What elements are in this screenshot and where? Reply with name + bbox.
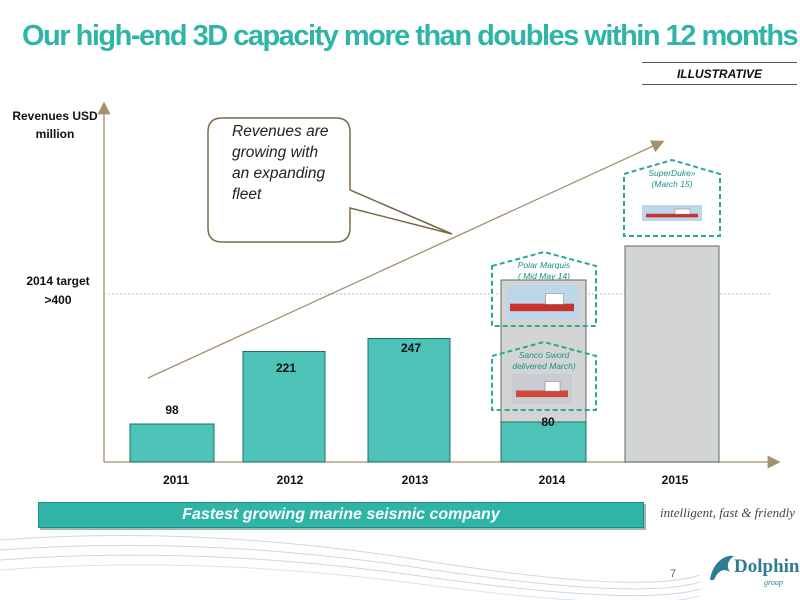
value-label-2012: 221: [276, 361, 296, 375]
x-tick-2012: 2012: [277, 473, 304, 487]
vessel-bridge: [544, 381, 561, 392]
value-label-2011: 98: [165, 403, 179, 417]
target-label: 2014 target >400: [18, 272, 98, 310]
bar-2014: [500, 421, 587, 463]
x-tick-2014: 2014: [539, 473, 566, 487]
vessel-photo-bg: [506, 285, 578, 319]
decorative-waves: [0, 535, 700, 600]
vessel-badge-outline: [491, 340, 597, 411]
value-label-2013: 247: [401, 341, 421, 355]
vessel-bridge: [545, 293, 564, 305]
callout-shape: [207, 117, 453, 243]
vessel-badge-outline: [623, 158, 721, 237]
illustrative-tag: ILLUSTRATIVE: [642, 62, 797, 85]
x-tick-labels: 2011 2012 2013 2014 2015: [163, 473, 689, 487]
bar-2015: [624, 245, 720, 463]
vessel-badge-outline: [491, 250, 597, 327]
y-axis-label: Revenues USD million: [10, 107, 100, 143]
vessel-name: delivered March): [512, 361, 575, 371]
vessel-bridge: [674, 208, 691, 215]
vessel-name: Polar Marquis: [518, 260, 571, 270]
x-tick-2015: 2015: [662, 473, 689, 487]
value-labels: 98 221 247 80: [165, 341, 555, 429]
vessel-hull: [510, 303, 574, 312]
callout-text: Revenues are growing with an expanding f…: [232, 123, 329, 203]
vessel-name: (March 15): [651, 179, 692, 189]
tagline-banner: Fastest growing marine seismic company: [38, 502, 644, 528]
vessel-name: Sanco Sword: [519, 350, 570, 360]
page-number: 7: [670, 568, 677, 580]
dolphin-icon: [710, 555, 734, 580]
x-tick-2013: 2013: [402, 473, 429, 487]
logo-sub: group: [764, 578, 783, 587]
slide-title: Our high-end 3D capacity more than doubl…: [22, 20, 799, 52]
dolphin-logo: Dolphin group: [704, 548, 799, 593]
logo-text: Dolphin: [734, 556, 800, 577]
trend-arrow: [147, 140, 665, 379]
vessel-photo-bg: [642, 205, 702, 221]
vessel-badges: SuperDuke»(March 15) Polar Marquis( Mid M…: [491, 158, 721, 411]
vessel-hull: [516, 390, 568, 398]
x-tick-2011: 2011: [163, 473, 189, 487]
y-axis-label-text: Revenues USD million: [12, 109, 98, 141]
vessel-hull: [646, 213, 698, 218]
target-label-text: 2014 target >400: [26, 274, 90, 307]
vessel-photo-bg: [512, 374, 572, 404]
bar-2011: [129, 423, 215, 463]
callout-bubble: [207, 117, 453, 243]
company-tagline: intelligent, fast & friendly: [660, 505, 796, 520]
bar-2013: [367, 338, 451, 463]
bar-2012: [242, 351, 326, 463]
chart-bars: [129, 245, 720, 463]
value-label-2014: 80: [541, 415, 555, 429]
vessel-name: SuperDuke»: [648, 168, 696, 178]
vessel-name: ( Mid May 14): [518, 271, 570, 281]
trend-line: [147, 140, 665, 379]
